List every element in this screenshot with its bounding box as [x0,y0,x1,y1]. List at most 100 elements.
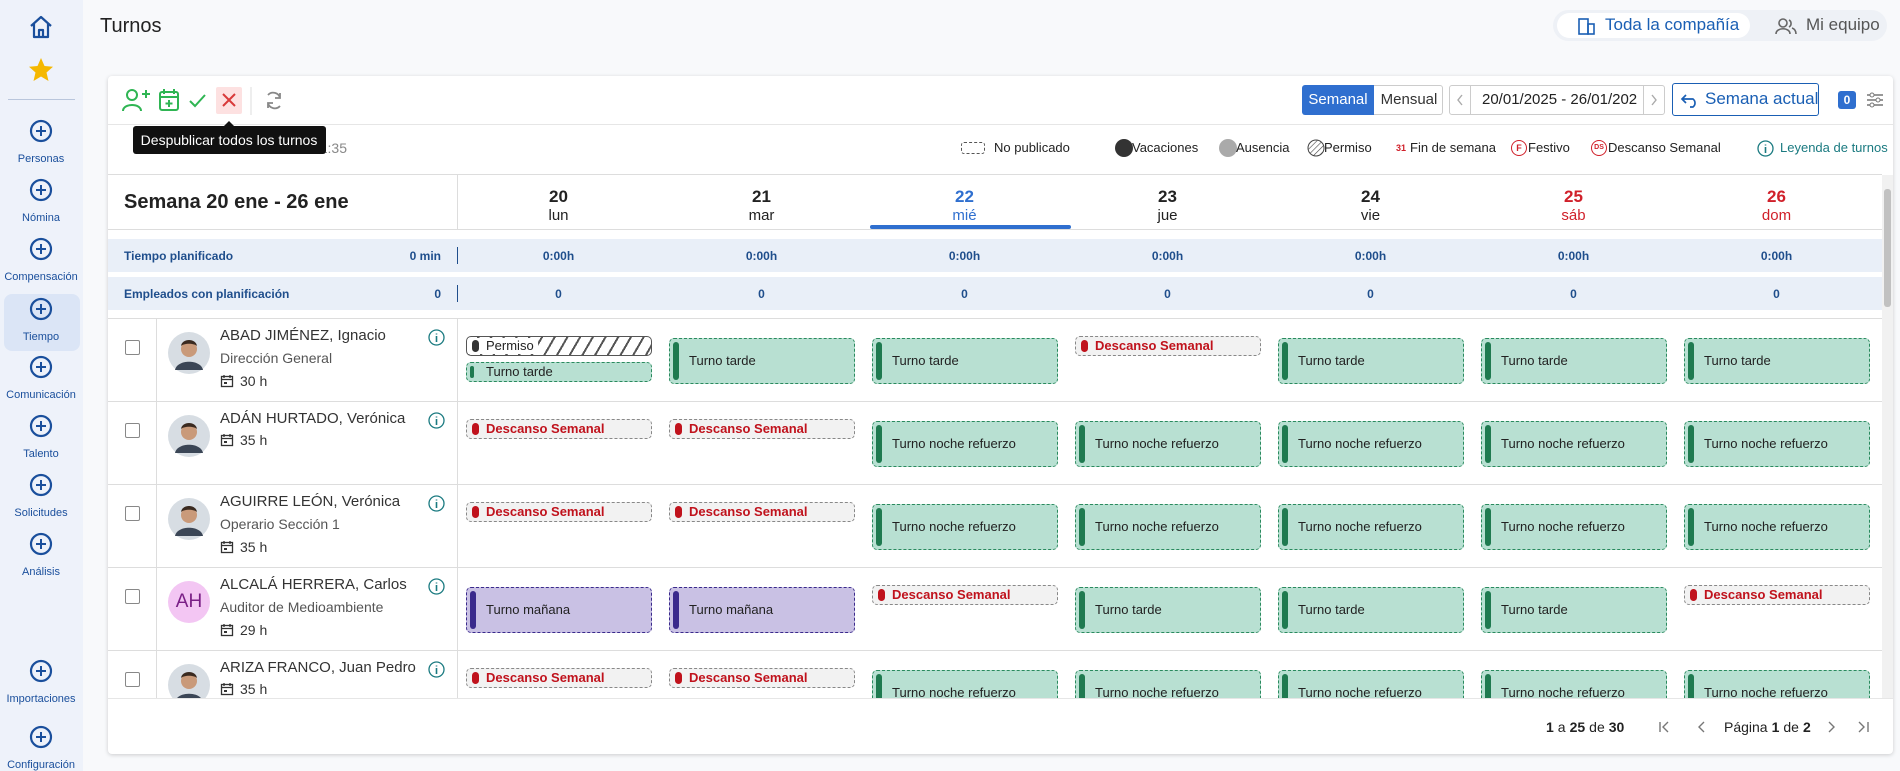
sidebar-label[interactable]: Análisis [22,566,60,578]
shift-card[interactable] [1481,338,1667,384]
checkbox[interactable] [125,672,140,687]
row-divider [156,319,157,402]
checkbox[interactable] [125,506,140,521]
day-name: vie [1360,207,1381,224]
pagination-text: 1 [1546,719,1554,735]
shift-card[interactable] [872,670,1058,698]
star-icon[interactable] [27,56,55,84]
sidebar-label[interactable]: Compensación [4,271,78,283]
shift-card[interactable] [1075,587,1261,633]
employee-hours: 35 h [240,681,268,697]
shift-card[interactable] [1075,670,1261,698]
legend-icon-box [1511,140,1527,156]
row-divider [457,402,458,485]
day-name: mar [748,207,775,224]
sidebar-label[interactable]: Comunicación [6,389,76,401]
employee-name: ARIZA FRANCO, Juan Pedro [220,659,416,676]
home-icon[interactable] [27,13,55,41]
pagination-text: de [1783,719,1799,735]
shift-card[interactable] [1481,670,1667,698]
settings-icon [1867,92,1883,108]
shift-card[interactable] [669,419,855,439]
sidebar-label[interactable]: Talento [23,448,59,460]
sidebar-label[interactable]: Solicitudes [14,507,68,519]
shift-bar [1485,425,1491,463]
shift-dot [675,423,682,435]
info-icon [428,495,445,512]
shift-card[interactable] [1278,587,1464,633]
sidebar-label[interactable]: Tiempo [22,331,60,343]
sidebar-label[interactable]: Importaciones [6,693,76,705]
tab[interactable]: Mi equipo [1806,15,1880,34]
shift-bar [1485,591,1491,629]
shift-card[interactable] [669,587,855,633]
shift-card[interactable] [1075,504,1261,550]
employee-name: AGUIRRE LEÓN, Verónica [220,493,401,510]
checkbox[interactable] [125,423,140,438]
shift-card[interactable] [1481,421,1667,467]
shift-card[interactable] [466,587,652,633]
shift-card[interactable] [872,421,1058,467]
shift-card[interactable] [1684,504,1870,550]
shift-card[interactable] [1278,338,1464,384]
info-icon [428,578,445,595]
row-line [108,650,1882,651]
sidebar-icon [29,355,53,379]
shift-card[interactable] [1481,587,1667,633]
sidebar-active [4,294,80,351]
summary-value: 0:00h [1151,249,1184,263]
shift-card[interactable] [872,504,1058,550]
summary-divider [457,285,458,302]
shift-card[interactable] [1684,338,1870,384]
shift-card[interactable] [1075,336,1261,356]
row-divider [156,651,157,698]
shift-card[interactable] [669,502,855,522]
shift-label: Turno tarde [1298,602,1365,617]
shift-card[interactable] [1684,670,1870,698]
shift-label: Turno mañana [689,602,774,617]
sidebar-label[interactable]: Personas [17,153,65,165]
view-button[interactable]: Mensual [1380,91,1438,108]
checkbox[interactable] [125,589,140,604]
shift-card[interactable] [466,502,652,522]
shift-card[interactable] [1278,504,1464,550]
day-name: sáb [1561,207,1586,224]
shift-card[interactable] [1278,421,1464,467]
shift-card[interactable] [466,419,652,439]
shift-card[interactable] [872,338,1058,384]
badge [1838,91,1856,109]
legend-label: Vacaciones [1132,140,1199,155]
sidebar-label[interactable]: Configuración [7,759,75,771]
sidebar-icon [29,237,53,261]
sidebar-label[interactable]: Nómina [22,212,60,224]
row-divider [156,402,157,485]
current-week-label[interactable]: Semana actual [1705,89,1819,108]
shift-card[interactable] [1278,670,1464,698]
shift-card[interactable] [1075,421,1261,467]
shift-card[interactable] [669,668,855,688]
shift-card[interactable] [1481,504,1667,550]
shift-bar [1688,508,1694,546]
checkbox[interactable] [125,340,140,355]
shift-bar [1485,508,1491,546]
view-button[interactable]: Semanal [1308,91,1368,108]
shift-label: Turno noche refuerzo [892,685,1016,698]
shift-label: Turno tarde [1704,353,1771,368]
shift-card[interactable] [872,585,1058,605]
legend-link[interactable]: Leyenda de turnos [1780,140,1888,155]
employee-hours: 35 h [240,432,268,448]
legend-icon: 31 [1395,143,1407,153]
view-active [1302,85,1374,115]
shift-card[interactable] [669,338,855,384]
shift-card[interactable] [1684,421,1870,467]
date-range[interactable]: 20/01/2025 - 26/01/202 [1482,91,1638,108]
shift-bar [876,425,882,463]
shift-card[interactable] [1684,585,1870,605]
summary-label: Empleados con planificación [124,287,290,301]
shift-card[interactable] [466,362,652,382]
shift-label: Turno noche refuerzo [1298,519,1422,534]
shift-label: Turno noche refuerzo [1095,519,1219,534]
tab[interactable]: Toda la compañía [1605,15,1740,34]
shift-label: Turno tarde [1501,353,1568,368]
shift-card[interactable] [466,668,652,688]
